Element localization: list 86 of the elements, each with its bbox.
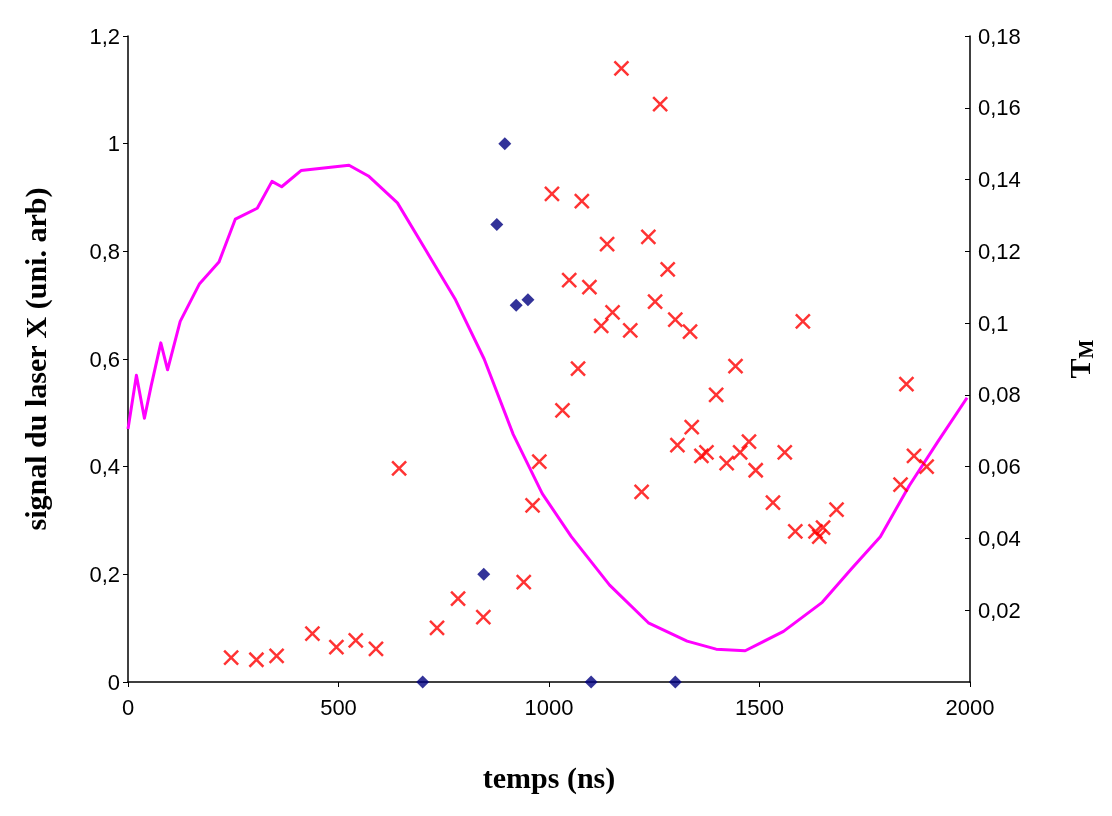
y2-tick-label: 0,04: [978, 525, 1021, 551]
point: [747, 462, 764, 479]
point: [727, 357, 744, 375]
point: [604, 304, 621, 321]
point: [707, 386, 725, 404]
y2-tick-label: 0,08: [978, 382, 1021, 408]
y-tick-label: 0: [107, 669, 120, 695]
point: [681, 323, 699, 340]
point: [490, 217, 504, 231]
point: [328, 638, 345, 656]
point: [740, 433, 758, 450]
point: [667, 311, 684, 328]
point: [814, 519, 832, 536]
point: [543, 185, 561, 203]
point: [905, 447, 923, 465]
point: [569, 360, 587, 377]
point: [531, 453, 548, 470]
y-tick-label: 0,2: [89, 561, 120, 587]
y2-tick-label: 0,06: [978, 454, 1021, 480]
point: [622, 322, 639, 339]
point: [828, 501, 845, 518]
point: [367, 640, 385, 658]
y2-tick-label: 0,12: [978, 238, 1021, 264]
point: [581, 278, 598, 296]
point: [554, 402, 571, 419]
point: [416, 675, 430, 689]
line-series: [126, 163, 969, 653]
point: [524, 497, 541, 514]
point: [659, 261, 676, 278]
point: [794, 313, 812, 330]
x-tick-label: 1500: [735, 694, 784, 720]
point: [807, 523, 824, 540]
point: [268, 647, 285, 665]
y-tick-label: 0,6: [89, 346, 120, 372]
point: [718, 454, 735, 472]
point: [640, 228, 657, 246]
point: [509, 298, 523, 312]
y2-axis-title: TM: [1062, 339, 1097, 379]
point: [918, 458, 935, 475]
point: [764, 494, 782, 511]
point: [521, 293, 535, 307]
x-tick-label: 2000: [945, 694, 995, 720]
point: [693, 447, 710, 465]
point: [475, 608, 492, 626]
x-tick-label: 1000: [524, 694, 574, 720]
point: [898, 375, 915, 393]
point: [683, 418, 700, 436]
point: [811, 528, 828, 545]
point: [668, 675, 682, 689]
y2-tick-label: 0,16: [978, 95, 1021, 121]
point: [304, 625, 321, 642]
point: [248, 651, 265, 668]
point: [584, 675, 598, 689]
point: [633, 483, 650, 501]
y2-tick-label: 0,1: [978, 310, 1009, 336]
point: [698, 444, 715, 461]
point: [498, 137, 512, 151]
point: [787, 523, 804, 540]
point: [776, 444, 794, 461]
point: [651, 95, 669, 113]
y2-tick-label: 0,18: [978, 23, 1021, 49]
point: [428, 619, 446, 637]
x-tick-label: 500: [320, 694, 357, 720]
point: [560, 271, 578, 289]
point: [592, 317, 610, 335]
point: [515, 573, 532, 591]
y-tick-label: 0,4: [89, 454, 120, 480]
point: [613, 60, 630, 77]
point: [646, 293, 664, 310]
y-tick-label: 1,2: [89, 23, 120, 49]
point: [390, 460, 408, 477]
y-tick-label: 1: [107, 131, 120, 157]
point: [892, 476, 909, 493]
point: [669, 436, 686, 454]
point: [347, 632, 365, 649]
point: [449, 590, 467, 607]
y-axis-title: signal du laser X (uni. arb): [18, 187, 53, 531]
y2-tick-label: 0,14: [978, 167, 1021, 193]
point: [598, 235, 616, 253]
y2-tick-label: 0,02: [978, 597, 1021, 623]
x-axis-title: temps (ns): [482, 760, 616, 795]
y-tick-label: 0,8: [89, 238, 120, 264]
point: [477, 567, 491, 581]
point: [222, 649, 240, 666]
point: [573, 192, 591, 210]
point: [731, 444, 749, 461]
